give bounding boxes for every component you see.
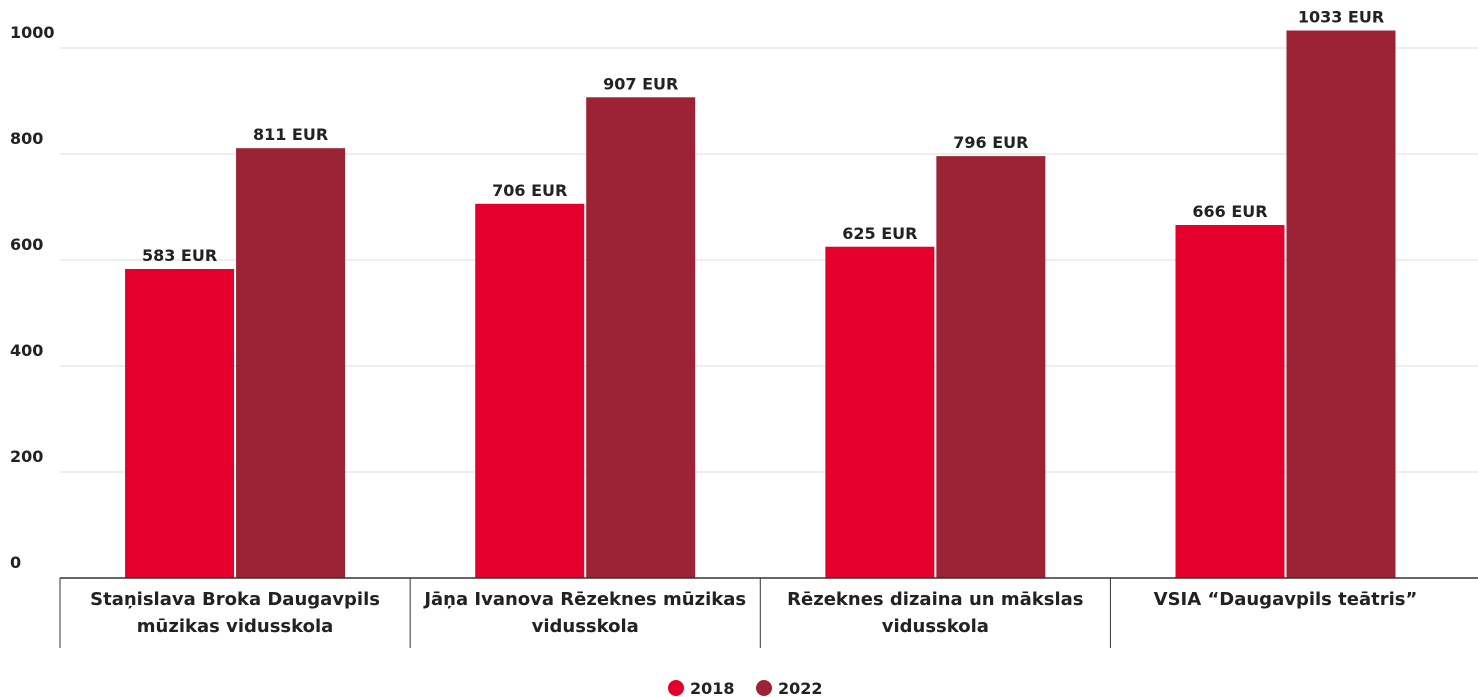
value-label: 583 EUR [142,246,217,265]
value-label: 666 EUR [1192,202,1267,221]
x-tick-label: Staņislava Broka Daugavpils mūzikas vidu… [90,589,380,637]
y-tick-label: 800 [10,129,43,148]
y-tick-label: 0 [10,553,21,572]
bar [1286,30,1396,578]
y-tick-label: 1000 [10,23,55,42]
bar [125,269,235,578]
legend-label: 2018 [690,679,735,697]
bar [936,156,1046,578]
y-tick-label: 200 [10,447,43,466]
bar [236,148,346,579]
legend-marker [756,680,772,696]
value-label: 1033 EUR [1298,8,1384,27]
y-tick-label: 600 [10,235,43,254]
bar [1175,225,1285,578]
legend-marker [668,680,684,696]
value-label: 796 EUR [953,133,1028,152]
value-label: 811 EUR [253,125,328,144]
bar [475,203,585,578]
y-tick-label: 400 [10,341,43,360]
value-label: 625 EUR [842,224,917,243]
x-tick-label: VSIA “Daugavpils teātris” [1153,589,1418,610]
x-tick-label: Rēzeknes dizaina un mākslas vidusskola [787,589,1084,637]
bar [586,97,696,578]
value-label: 706 EUR [492,181,567,200]
legend-label: 2022 [778,679,823,697]
x-tick-label: Jāņa Ivanova Rēzeknes mūzikas vidusskola [424,589,747,637]
bar [825,246,935,578]
value-label: 907 EUR [603,74,678,93]
